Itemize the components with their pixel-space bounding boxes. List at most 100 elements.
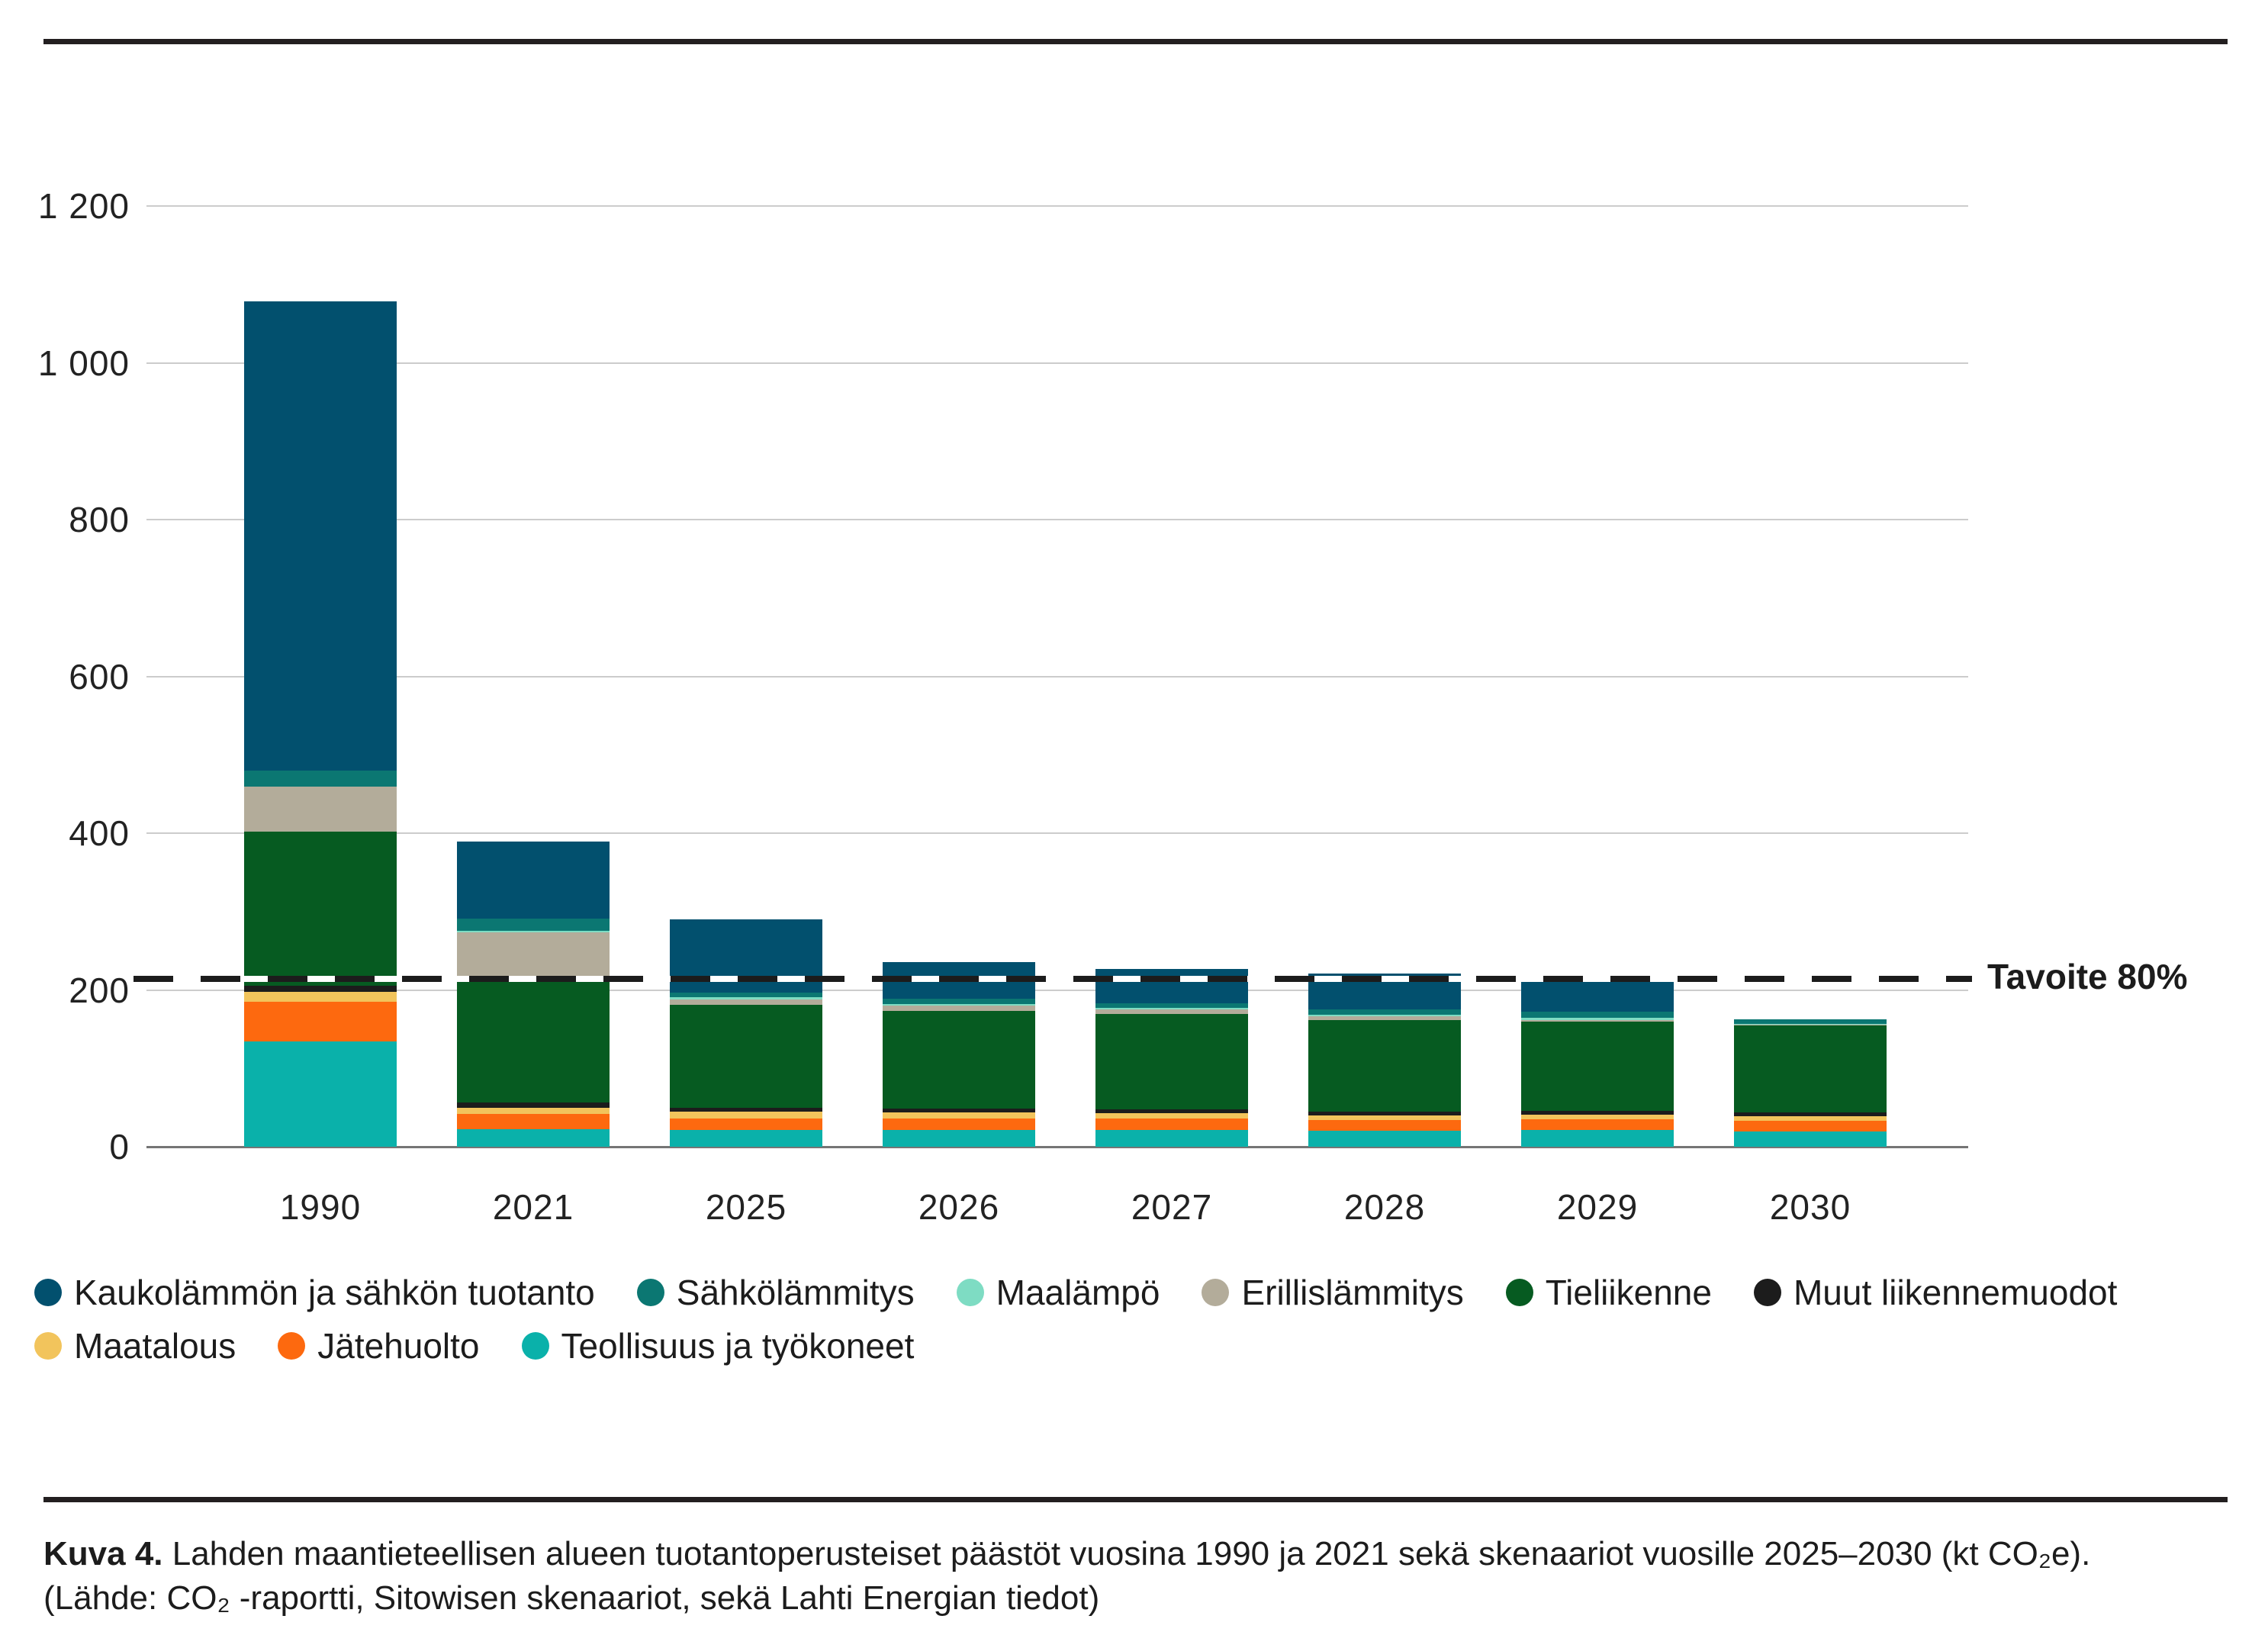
bar-segment <box>1095 1130 1248 1147</box>
legend-label: Maalämpö <box>996 1273 1160 1312</box>
bar-segment <box>1521 982 1674 1012</box>
bar-2027 <box>1095 968 1248 1147</box>
legend-color-dot <box>636 1279 664 1306</box>
bar-segment <box>670 999 822 1005</box>
target-dashed-line <box>134 976 1972 983</box>
stacked-bar-chart: 1990 2021 2025 2026 2027 2028 2029 2030 Tavoite… <box>134 205 2187 1227</box>
figure-caption: Kuva 4. Lahden maantieteellisen alueen t… <box>43 1532 2233 1621</box>
bar-2029 <box>1521 982 1674 1147</box>
bar-segment <box>457 980 610 1103</box>
legend-row-1: Kaukolämmön ja sähkön tuotanto Sähkölämmi… <box>34 1273 2117 1312</box>
legend-row-2: Maatalous Jätehuolto Teollisuus ja työkone… <box>34 1325 915 1366</box>
bar-segment <box>244 770 397 787</box>
gridline-0 <box>146 1146 1968 1148</box>
bar-segment <box>883 1003 1035 1006</box>
legend-item: Tieliikenne <box>1505 1272 1712 1313</box>
bar-segment <box>457 1102 610 1108</box>
bar-segment <box>1734 1023 1887 1025</box>
bar-segment <box>457 1129 610 1147</box>
legend-color-dot <box>1753 1279 1781 1306</box>
caption-line-1: Kuva 4. Lahden maantieteellisen alueen t… <box>43 1532 2233 1576</box>
x-tick-label: 2021 <box>492 1187 574 1227</box>
legend-label: Tieliikenne <box>1545 1273 1712 1312</box>
bar-segment <box>883 1112 1035 1119</box>
bar-segment <box>457 1107 610 1114</box>
legend-item: Muut liikennemuodot <box>1753 1272 2118 1313</box>
legend-color-dot <box>521 1332 549 1360</box>
legend-label: Sähkölämmitys <box>676 1273 915 1312</box>
y-tick-label: 1 000 <box>37 343 130 383</box>
bar-segment <box>244 787 397 832</box>
bar-segment <box>670 1107 822 1112</box>
legend-item: Jätehuolto <box>278 1325 480 1366</box>
x-tick-label: 2027 <box>1131 1187 1213 1227</box>
legend-label: Erillislämmitys <box>1241 1273 1464 1312</box>
bar-2021 <box>457 842 610 1147</box>
legend-label: Muut liikennemuodot <box>1793 1273 2118 1312</box>
bar-segment <box>1308 1115 1461 1121</box>
bar-segment <box>1521 1110 1674 1115</box>
y-tick-label: 800 <box>69 500 130 539</box>
gridline-400 <box>146 832 1968 834</box>
bar-segment <box>244 1001 397 1042</box>
bar-segment <box>1308 1131 1461 1147</box>
y-tick-label: 0 <box>109 1127 130 1167</box>
top-rule <box>43 39 2228 44</box>
bar-segment <box>244 1041 397 1147</box>
bar-segment <box>670 996 822 999</box>
bar-segment <box>1095 968 1248 1003</box>
bar-segment <box>457 1113 610 1130</box>
bar-segment <box>1308 1019 1461 1112</box>
y-tick-label: 400 <box>69 813 130 853</box>
bar-segment <box>1734 1019 1887 1024</box>
bar-segment <box>670 1118 822 1131</box>
bar-segment <box>244 831 397 987</box>
bar-segment <box>883 998 1035 1004</box>
target-label: Tavoite 80% <box>1987 957 2188 997</box>
y-tick-label: 200 <box>69 970 130 1010</box>
bar-segment <box>244 301 397 771</box>
x-tick-label: 2028 <box>1343 1187 1426 1227</box>
bar-segment <box>670 1111 822 1119</box>
bottom-rule <box>43 1497 2228 1502</box>
bar-segment <box>883 1130 1035 1147</box>
legend-color-dot <box>34 1279 62 1306</box>
bar-segment <box>1521 1019 1674 1022</box>
bar-segment <box>883 1108 1035 1112</box>
legend-item: Sähkölämmitys <box>636 1272 915 1313</box>
legend-item: Erillislämmitys <box>1202 1272 1464 1313</box>
bar-segment <box>1734 1115 1887 1122</box>
legend-color-dot <box>1505 1279 1533 1306</box>
caption-line-2: (Lähde: CO₂ -raportti, Sitowisen skenaar… <box>43 1579 1100 1617</box>
bar-segment <box>1308 1111 1461 1115</box>
legend-color-dot <box>1202 1279 1230 1306</box>
bar-segment <box>1521 1018 1674 1020</box>
bar-segment <box>244 991 397 1002</box>
bar-segment <box>1095 1109 1248 1113</box>
x-tick-label: 2026 <box>918 1187 1000 1227</box>
x-tick-label: 2025 <box>705 1187 787 1227</box>
bar-segment <box>670 1005 822 1108</box>
caption-text: Lahden maantieteellisen alueen tuotantop… <box>162 1535 2091 1572</box>
bar-segment <box>1734 1131 1887 1147</box>
gridline-1200 <box>146 205 1968 207</box>
legend-item: Kaukolämmön ja sähkön tuotanto <box>34 1272 595 1313</box>
x-tick-label: 1990 <box>279 1187 362 1227</box>
bar-1990 <box>244 301 397 1147</box>
bar-segment <box>883 1118 1035 1131</box>
bar-segment <box>1308 1120 1461 1131</box>
bar-segment <box>1521 1119 1674 1131</box>
bar-segment <box>1521 1012 1674 1019</box>
bar-segment <box>883 1006 1035 1012</box>
legend-label: Kaukolämmön ja sähkön tuotanto <box>74 1273 595 1312</box>
bar-segment <box>1095 1014 1248 1109</box>
legend-label: Maatalous <box>74 1326 236 1366</box>
legend-label: Teollisuus ja työkoneet <box>561 1326 915 1366</box>
bar-segment <box>670 1130 822 1147</box>
bar-segment <box>883 1011 1035 1109</box>
gridline-600 <box>146 675 1968 678</box>
bar-segment <box>1308 1009 1461 1016</box>
bar-2026 <box>883 961 1035 1147</box>
x-tick-label: 2030 <box>1769 1187 1851 1227</box>
